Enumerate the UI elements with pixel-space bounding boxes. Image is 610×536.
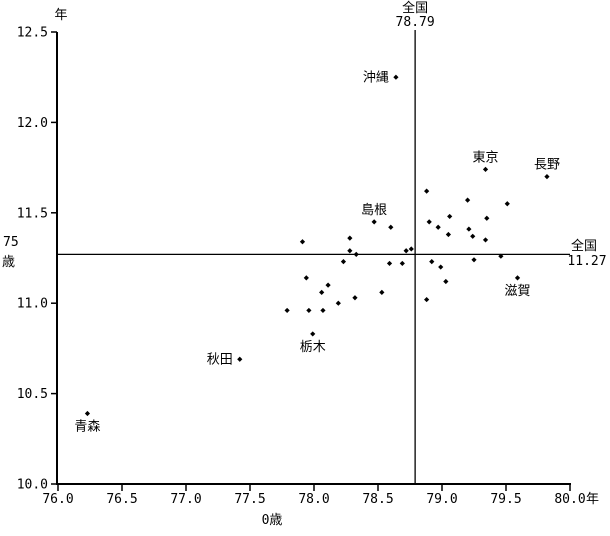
data-point [429, 259, 435, 265]
data-point [399, 260, 405, 267]
national-vline-name: 全国 [402, 0, 428, 16]
data-point [426, 219, 432, 225]
data-point [403, 248, 409, 254]
data-point [388, 224, 394, 230]
x-tick-label: 76.5 [106, 492, 137, 507]
data-point-青森 [84, 410, 91, 417]
national-vline-value: 78.79 [396, 15, 435, 30]
x-tick-label: 79.0 [426, 492, 457, 507]
prefecture-label: 栃木 [300, 340, 326, 355]
data-point [482, 237, 489, 243]
data-point [335, 300, 341, 306]
national-hline-value: 11.27 [567, 254, 606, 269]
data-point-沖縄 [393, 74, 399, 80]
y-axis-title: 75 [3, 235, 19, 250]
data-point-滋賀 [514, 275, 521, 281]
data-point [319, 289, 325, 295]
x-tick-label: 80.0 [554, 492, 585, 507]
data-point [424, 188, 430, 194]
data-point [299, 239, 306, 245]
national-hline-name: 全国 [571, 238, 597, 254]
y-tick-label: 12.0 [17, 116, 48, 131]
data-point [445, 231, 451, 238]
x-tick-label: 77.0 [170, 492, 201, 507]
data-point [435, 224, 441, 230]
data-point [466, 226, 472, 232]
data-point [284, 307, 290, 314]
data-point [447, 213, 453, 220]
data-point [347, 248, 353, 254]
data-point [325, 282, 331, 288]
data-point [320, 307, 326, 314]
data-point-長野 [544, 174, 550, 180]
y-axis-title: 歳 [2, 255, 15, 270]
data-point [471, 257, 477, 263]
x-tick-label: 76.0 [42, 492, 73, 507]
data-point [424, 296, 430, 303]
data-point [504, 201, 510, 207]
prefecture-label: 滋賀 [505, 284, 531, 299]
data-point [470, 233, 476, 239]
x-tick-label: 78.0 [298, 492, 329, 507]
data-point-東京 [482, 166, 489, 173]
prefecture-label: 沖縄 [363, 71, 389, 86]
data-point [498, 253, 504, 259]
y-axis-unit-label: 年 [54, 8, 67, 23]
y-tick-label: 11.5 [17, 206, 48, 221]
y-tick-label: 12.5 [17, 26, 48, 41]
y-tick-label: 10.5 [17, 387, 48, 402]
x-axis-title: 0歳 [262, 513, 283, 528]
x-tick-label: 79.5 [490, 492, 521, 507]
data-point [443, 278, 449, 285]
data-point [465, 197, 471, 203]
x-tick-label: 78.5 [362, 492, 393, 507]
data-point [484, 215, 490, 221]
data-point [408, 246, 414, 252]
data-point [379, 289, 385, 295]
data-point-栃木 [310, 331, 316, 337]
data-point [306, 307, 312, 314]
prefecture-label: 東京 [473, 149, 499, 165]
data-point [438, 264, 444, 270]
data-point-島根 [371, 219, 377, 225]
data-point [303, 275, 309, 281]
prefecture-label: 長野 [534, 158, 560, 173]
data-point [347, 235, 353, 241]
data-point-秋田 [237, 356, 243, 362]
prefecture-label: 秋田 [207, 353, 233, 368]
y-tick-label: 11.0 [17, 297, 48, 312]
prefecture-label: 青森 [74, 419, 100, 434]
y-tick-label: 10.0 [17, 478, 48, 493]
data-point [340, 259, 347, 265]
data-point [352, 295, 358, 301]
data-point [353, 251, 359, 257]
x-axis-unit-label: 年 [586, 492, 599, 507]
x-tick-label: 77.5 [234, 492, 265, 507]
data-point [386, 260, 393, 267]
prefecture-label: 島根 [361, 203, 387, 218]
